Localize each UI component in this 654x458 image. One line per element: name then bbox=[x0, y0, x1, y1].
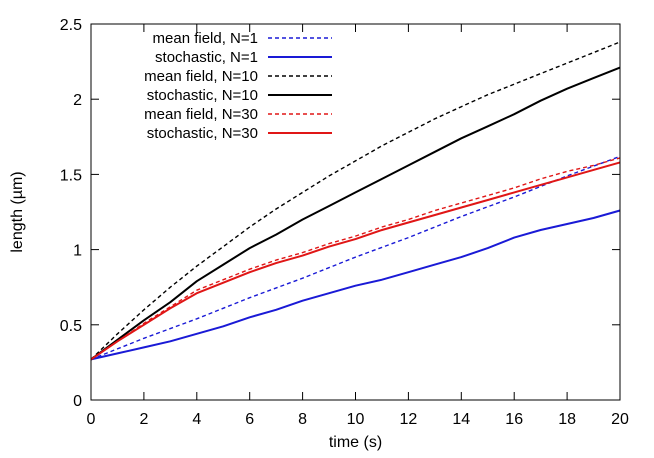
y-tick-label: 2.5 bbox=[60, 17, 82, 34]
plot-lines bbox=[90, 41, 621, 361]
x-tick-label: 12 bbox=[400, 411, 418, 428]
legend: mean field, N=1 stochastic, N=1 mean field… bbox=[144, 30, 332, 142]
x-axis-label: time (s) bbox=[329, 434, 382, 451]
x-tick-label: 4 bbox=[192, 411, 201, 428]
y-tick-labels: 0 0.5 1 1.5 2 2.5 bbox=[60, 17, 82, 410]
x-tick-label: 14 bbox=[452, 411, 470, 428]
x-tick-label: 16 bbox=[505, 411, 523, 428]
axis-ticks bbox=[91, 24, 620, 400]
legend-label: stochastic, N=30 bbox=[147, 125, 258, 142]
x-tick-label: 8 bbox=[298, 411, 307, 428]
series-line bbox=[90, 157, 621, 360]
y-tick-label: 1.5 bbox=[60, 167, 82, 184]
x-tick-label: 20 bbox=[611, 411, 629, 428]
y-tick-label: 0.5 bbox=[60, 318, 82, 335]
y-tick-label: 1 bbox=[73, 243, 82, 260]
series-line bbox=[90, 209, 621, 361]
x-tick-label: 18 bbox=[558, 411, 576, 428]
x-tick-label: 2 bbox=[139, 411, 148, 428]
x-tick-label: 0 bbox=[87, 411, 96, 428]
series-line bbox=[90, 161, 621, 361]
legend-label: mean field, N=30 bbox=[144, 106, 258, 123]
legend-label: stochastic, N=10 bbox=[147, 87, 258, 104]
x-tick-label: 10 bbox=[347, 411, 365, 428]
series-line bbox=[90, 155, 621, 361]
y-tick-label: 0 bbox=[73, 393, 82, 410]
legend-label: mean field, N=1 bbox=[153, 30, 258, 47]
y-axis-label: length (µm) bbox=[9, 171, 26, 252]
legend-label: stochastic, N=1 bbox=[155, 49, 258, 66]
x-tick-label: 6 bbox=[245, 411, 254, 428]
x-tick-labels: 0 2 4 6 8 10 12 14 16 18 20 bbox=[87, 411, 629, 428]
y-tick-label: 2 bbox=[73, 92, 82, 109]
series-line bbox=[90, 66, 621, 361]
legend-label: mean field, N=10 bbox=[144, 68, 258, 85]
series-line bbox=[90, 41, 621, 360]
